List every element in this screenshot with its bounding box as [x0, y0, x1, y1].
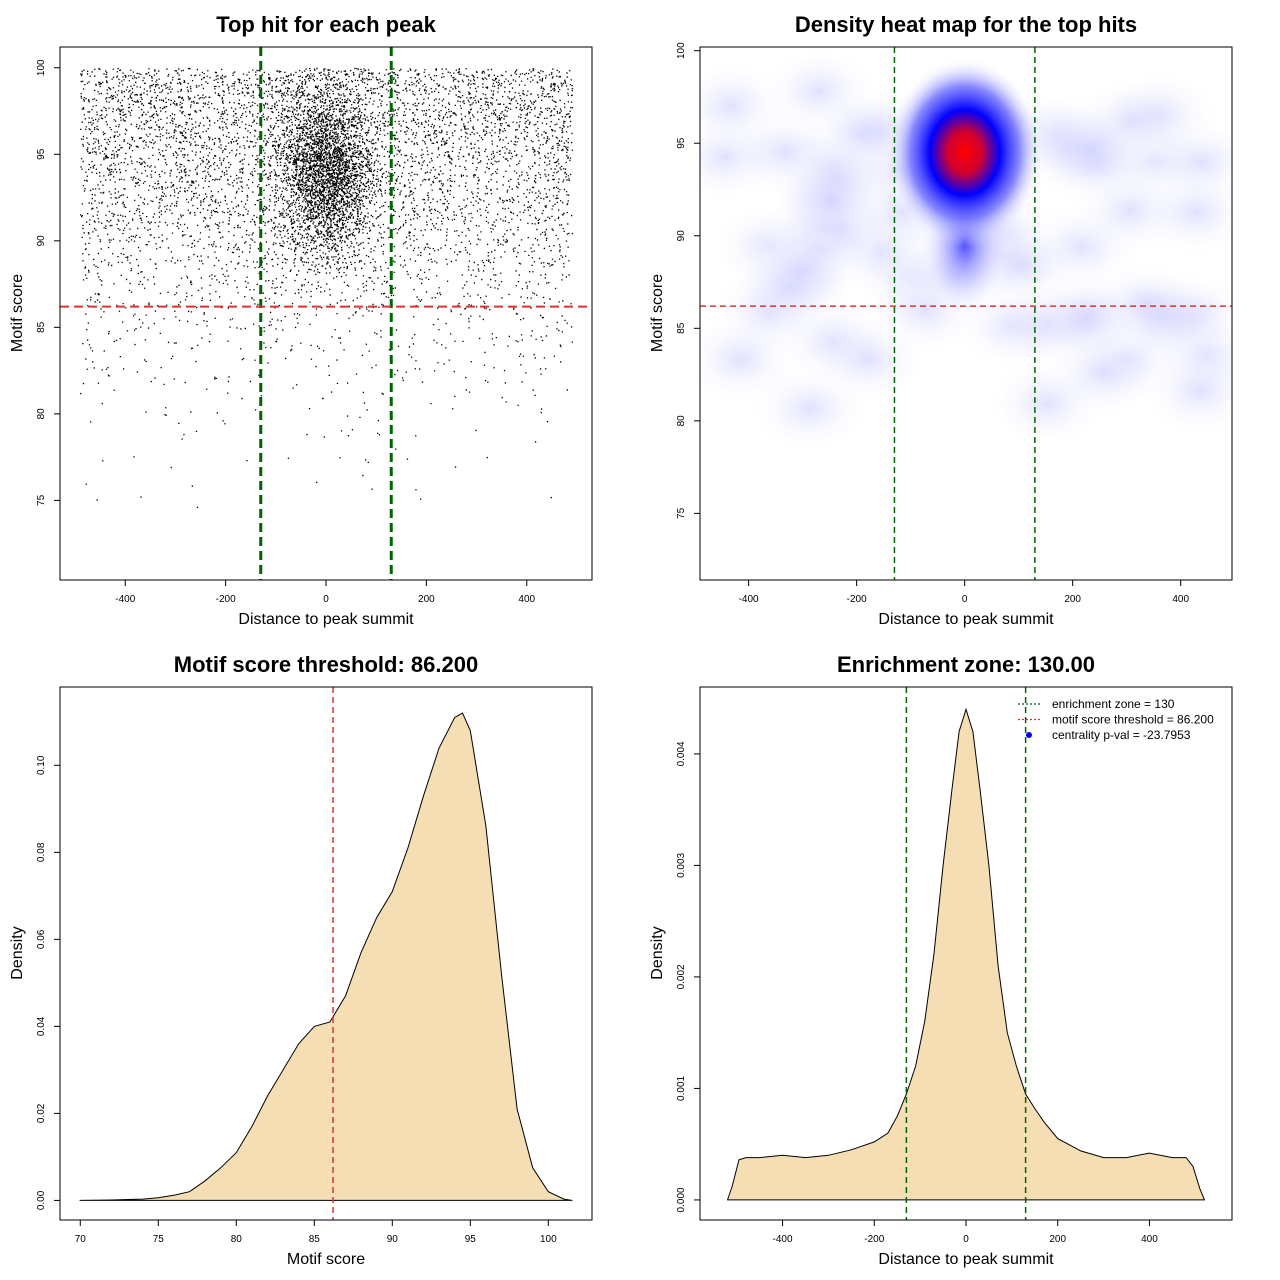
- x-tick-label: 90: [387, 1234, 399, 1245]
- heatmap-haze: [1042, 328, 1163, 419]
- x-axis-label: Distance to peak summit: [878, 1251, 1054, 1268]
- y-tick-label: 75: [36, 494, 47, 506]
- x-tick-label: 0: [962, 594, 968, 605]
- density-area: [79, 712, 573, 1201]
- scatter-panel: -400 -200 0 200 400 75 80 85 90 95 100: [36, 46, 593, 605]
- y-tick-label: 0.10: [36, 755, 47, 775]
- y-tick-label: 80: [36, 408, 47, 420]
- heatmap-panel: -400 -200 0 200 400 75 80 85 90 95 100: [676, 42, 1233, 605]
- plot-frame: [699, 46, 1233, 581]
- legend: enrichment zone = 130 motif score thresho…: [1018, 697, 1214, 742]
- chart-title: Density heat map for the top hits: [794, 12, 1138, 37]
- x-axis-label: Motif score: [286, 1251, 366, 1268]
- x-tick-label: 200: [1064, 594, 1081, 605]
- density-area: [726, 707, 1206, 1201]
- legend-label: motif score threshold = 86.200: [1052, 713, 1214, 727]
- y-tick-label: 100: [676, 42, 687, 59]
- x-tick-label: -200: [864, 1234, 884, 1245]
- x-tick-label: 400: [1141, 1234, 1158, 1245]
- y-tick-label: 90: [36, 235, 47, 247]
- heatmap-haze: [808, 314, 929, 405]
- chart-title: Enrichment zone: 130.00: [837, 652, 1095, 677]
- heatmap-haze: [1136, 167, 1232, 258]
- y-tick-label: 0.00: [36, 1190, 47, 1210]
- y-tick-label: 85: [36, 321, 47, 333]
- y-tick-label: 95: [36, 148, 47, 160]
- x-tick-label: -400: [115, 594, 135, 605]
- y-tick-label: 0.003: [676, 852, 687, 877]
- y-tick-label: 0.02: [36, 1103, 47, 1123]
- legend-label: centrality p-val = -23.7953: [1052, 728, 1191, 742]
- x-tick-label: 70: [75, 1234, 87, 1245]
- plot-frame: [59, 686, 593, 1221]
- x-axis-label: Distance to peak summit: [238, 611, 414, 628]
- heatmap-field: [700, 47, 1232, 454]
- x-tick-label: 200: [1049, 1234, 1066, 1245]
- x-tick-label: -200: [216, 594, 236, 605]
- scatter-points: [80, 67, 574, 509]
- y-tick-label: 85: [676, 322, 687, 334]
- heatmap-haze: [743, 224, 864, 315]
- score-density-panel: 70 75 80 85 90 95 100 0.00 0.02 0.04 0.06 0.08 0.10: [36, 686, 593, 1245]
- chart-title: Motif score threshold: 86.200: [173, 652, 479, 677]
- distance-density-panel: -400 -200 0 200 400 0.000 0.001 0.002 0.003 0.004…: [676, 686, 1233, 1245]
- x-tick-label: 200: [418, 594, 435, 605]
- x-tick-label: 100: [540, 1234, 557, 1245]
- legend-label: enrichment zone = 130: [1052, 697, 1175, 711]
- x-tick-label: -200: [847, 594, 867, 605]
- y-tick-label: 0.002: [676, 964, 687, 989]
- scatter-point-cloud: [80, 67, 574, 509]
- y-tick-label: 90: [676, 230, 687, 242]
- plot-frame: [59, 46, 593, 581]
- y-tick-label: 0.04: [36, 1016, 47, 1036]
- heatmap-haze: [700, 314, 801, 405]
- x-tick-label: 0: [963, 1234, 969, 1245]
- y-tick-label: 75: [676, 507, 687, 519]
- y-tick-label: 95: [676, 137, 687, 149]
- x-tick-label: 95: [465, 1234, 477, 1245]
- heatmap-peak: [886, 57, 1043, 248]
- y-tick-label: 80: [676, 415, 687, 427]
- y-tick-label: 0.000: [676, 1187, 687, 1212]
- heatmap-haze: [1140, 346, 1232, 437]
- y-tick-label: 100: [36, 59, 47, 76]
- x-axis-label: Distance to peak summit: [878, 611, 1054, 628]
- y-tick-label: 0.001: [676, 1075, 687, 1100]
- heatmap-haze: [1030, 104, 1151, 195]
- legend-swatch: [1026, 732, 1032, 738]
- x-tick-label: 0: [323, 594, 329, 605]
- chart-title: Top hit for each peak: [216, 12, 436, 37]
- y-tick-label: 0.08: [36, 842, 47, 862]
- x-tick-label: -400: [773, 1234, 793, 1245]
- x-tick-label: 80: [231, 1234, 243, 1245]
- y-tick-label: 0.004: [676, 741, 687, 766]
- x-tick-label: 85: [309, 1234, 321, 1245]
- x-tick-label: -400: [739, 594, 759, 605]
- x-tick-label: 75: [153, 1234, 165, 1245]
- x-tick-label: 400: [518, 594, 535, 605]
- y-tick-label: 0.06: [36, 929, 47, 949]
- x-tick-label: 400: [1172, 594, 1189, 605]
- heatmap-haze: [771, 156, 892, 247]
